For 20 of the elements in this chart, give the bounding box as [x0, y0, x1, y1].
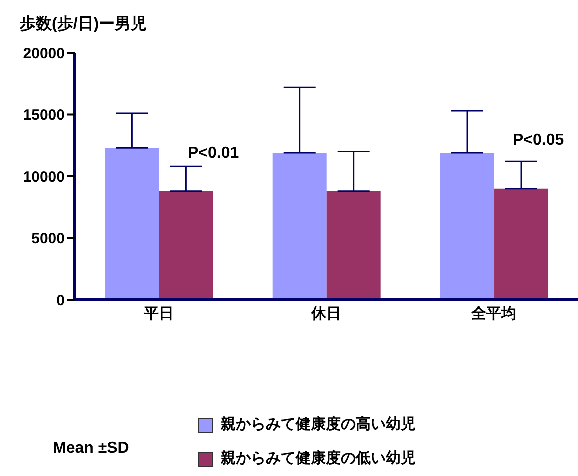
bar [494, 188, 549, 300]
x-tick-label: 平日 [142, 306, 174, 323]
y-tick-label: 10000 [23, 168, 65, 186]
bar [159, 191, 214, 300]
chart-title: 歩数(歩/日)ー男児 [20, 14, 148, 35]
x-tick-label: 全平均 [470, 306, 517, 323]
bar [326, 191, 381, 300]
bar [105, 148, 160, 300]
y-tick-label: 15000 [23, 107, 65, 124]
text: Mean ±SD [53, 440, 130, 458]
x-tick-label: 休日 [310, 306, 342, 323]
legend-label: 親からみて健康度の低い幼児 [221, 449, 416, 469]
y-tick-label: 20000 [23, 45, 65, 62]
y-tick-label: 5000 [32, 230, 65, 248]
y-tick-label: 0 [56, 292, 65, 310]
legend-label: 親からみて健康度の高い幼児 [221, 415, 416, 435]
bar [272, 153, 327, 300]
annotation: P<0.01 [188, 145, 240, 163]
bar [440, 153, 495, 300]
annotation: P<0.05 [513, 132, 564, 150]
